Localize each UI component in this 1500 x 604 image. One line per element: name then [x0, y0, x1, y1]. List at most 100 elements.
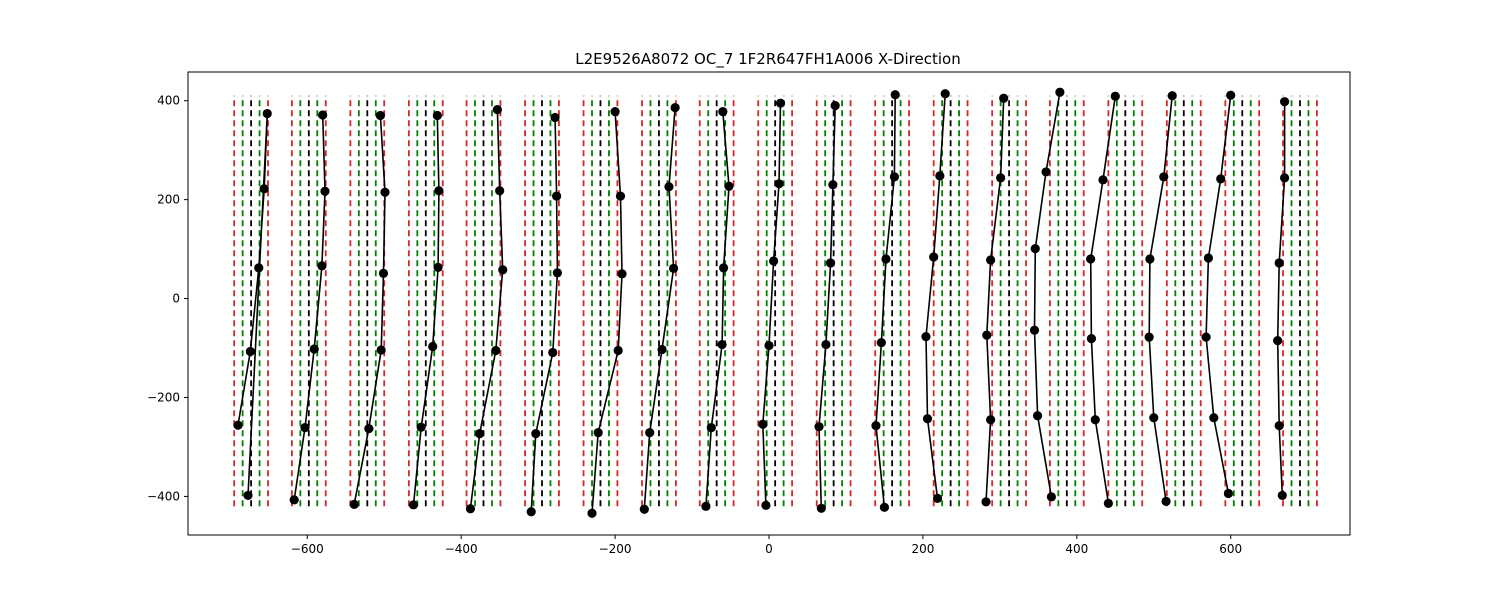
data-point-10-5 [758, 419, 768, 429]
x-tick-label-1: −600 [291, 542, 324, 556]
data-point-12-2 [889, 172, 900, 182]
data-point-16-6 [1103, 498, 1113, 508]
data-point-19-6 [1277, 490, 1287, 501]
data-point-15-4 [1029, 325, 1040, 335]
data-point-5-1 [492, 104, 502, 115]
data-point-3-6 [349, 499, 359, 509]
data-point-18-5 [1209, 413, 1219, 423]
data-point-17-6 [1161, 496, 1171, 506]
data-point-1-5 [262, 108, 272, 119]
data-point-10-2 [774, 179, 784, 189]
data-point-18-1 [1226, 90, 1236, 100]
data-point-17-3 [1145, 254, 1155, 264]
data-point-13-3 [929, 252, 939, 262]
data-point-12-3 [881, 254, 891, 264]
data-point-8-4 [657, 344, 667, 355]
data-point-3-5 [364, 424, 374, 434]
data-point-2-3 [317, 261, 327, 271]
data-point-14-4 [982, 330, 992, 340]
data-point-10-1 [775, 98, 786, 108]
data-point-3-2 [380, 187, 390, 197]
data-point-15-3 [1030, 243, 1040, 254]
series-line-6 [530, 117, 559, 512]
axes-group: −600 −400 −200 0 200 400 600 −400 −200 0 200 400 [147, 94, 1242, 556]
data-point-4-4 [428, 341, 438, 352]
chart-title: L2E9526A8072 OC_7 1F2R647FH1A006 X-Direc… [575, 50, 960, 69]
data-point-6-5 [531, 428, 541, 439]
data-point-9-4 [717, 339, 727, 350]
data-point-6-1 [550, 112, 560, 123]
series-line-5 [469, 109, 504, 509]
x-tick-label-4: 0 [765, 542, 773, 556]
data-point-2-6 [289, 495, 299, 505]
data-point-19-2 [1279, 173, 1290, 183]
data-point-1-3 [254, 263, 264, 273]
data-point-2-4 [309, 344, 319, 354]
data-point-2-1 [318, 110, 328, 120]
data-point-14-1 [999, 93, 1009, 103]
series-line-13 [925, 93, 946, 499]
data-point-2-2 [320, 186, 330, 196]
data-point-19-5 [1274, 421, 1284, 431]
data-point-14-5 [986, 415, 996, 425]
data-point-18-3 [1203, 253, 1214, 263]
data-point-7-6 [587, 508, 597, 518]
series-line-18 [1205, 95, 1232, 494]
data-point-17-5 [1149, 413, 1159, 423]
series-line-9 [705, 111, 730, 507]
series-line-19 [1276, 101, 1286, 496]
data-point-8-3 [668, 263, 679, 273]
data-point-1-1 [233, 420, 243, 430]
y-tick-label-3: 0 [172, 292, 180, 306]
data-point-5-2 [495, 186, 505, 196]
series-line-4 [412, 115, 440, 505]
y-tick-label-5: 400 [157, 94, 180, 108]
data-point-16-1 [1110, 91, 1120, 101]
data-point-4-3 [433, 262, 443, 272]
data-point-7-4 [613, 345, 623, 356]
data-point-11-3 [825, 258, 836, 268]
data-point-14-2 [996, 173, 1006, 183]
series-line-17 [1148, 95, 1173, 502]
data-point-2-5 [300, 423, 310, 433]
data-point-10-4 [764, 340, 774, 351]
data-point-8-1 [670, 103, 680, 113]
data-point-11-4 [821, 339, 831, 350]
x-tick-label-5: 200 [911, 542, 934, 556]
y-tick-label-1: −400 [147, 489, 180, 503]
data-point-9-2 [724, 181, 734, 191]
data-point-19-3 [1274, 258, 1284, 268]
data-point-9-1 [718, 106, 728, 117]
data-point-3-4 [376, 345, 386, 355]
data-point-3-3 [378, 268, 389, 278]
data-point-12-4 [876, 337, 886, 348]
data-point-4-2 [434, 186, 444, 196]
data-point-10-6 [761, 500, 771, 510]
data-point-15-2 [1041, 167, 1051, 177]
series-line-8 [643, 107, 676, 510]
data-point-9-5 [706, 423, 716, 433]
data-point-5-4 [491, 345, 501, 356]
data-point-13-4 [921, 332, 931, 342]
data-point-7-3 [617, 269, 627, 279]
x-tick-label-2: −400 [445, 542, 478, 556]
series-line-15 [1033, 92, 1061, 498]
series-line-14 [985, 98, 1005, 502]
data-point-6-2 [552, 191, 562, 201]
data-point-13-6 [932, 493, 943, 503]
y-tick-label-2: −200 [147, 390, 180, 404]
data-point-6-6 [526, 507, 536, 517]
data-point-13-1 [940, 89, 950, 99]
data-point-13-2 [935, 171, 945, 181]
x-tick-label-3: −200 [599, 542, 632, 556]
data-point-9-3 [718, 263, 729, 273]
data-point-18-4 [1201, 332, 1211, 342]
series-group [233, 87, 1290, 518]
data-point-14-3 [986, 255, 996, 265]
data-point-8-2 [664, 182, 674, 192]
series-line-3 [353, 115, 386, 505]
data-point-16-2 [1098, 175, 1108, 185]
data-point-19-1 [1279, 97, 1290, 107]
